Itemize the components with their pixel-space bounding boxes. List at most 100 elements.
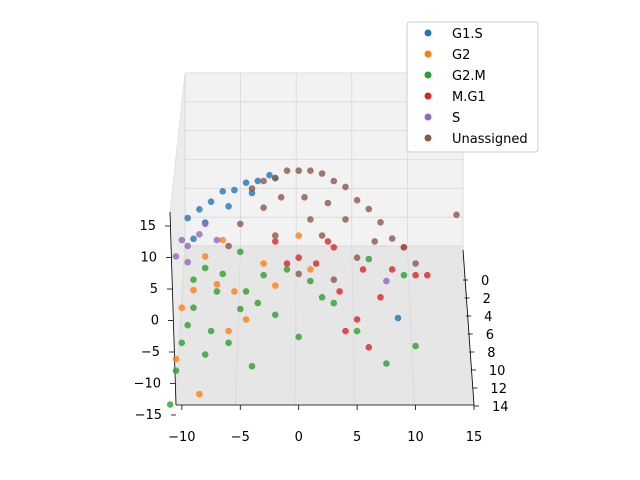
data-point bbox=[388, 235, 396, 242]
x-tick-label: 0 bbox=[295, 430, 303, 445]
z-tick-label: −5 bbox=[141, 345, 160, 360]
data-point bbox=[318, 294, 326, 301]
data-point bbox=[225, 242, 232, 250]
data-point bbox=[248, 185, 256, 192]
z-tick-label: 15 bbox=[139, 219, 156, 234]
data-point bbox=[172, 355, 180, 363]
data-point bbox=[283, 266, 291, 273]
data-point bbox=[178, 236, 186, 244]
data-point bbox=[353, 196, 361, 204]
z-tick-label: −15 bbox=[135, 408, 162, 423]
x-tick-label: 10 bbox=[407, 430, 424, 445]
data-point bbox=[201, 351, 209, 358]
data-point bbox=[301, 194, 308, 201]
data-point bbox=[213, 236, 221, 244]
legend-label: Unassigned bbox=[452, 132, 528, 147]
data-point bbox=[272, 174, 279, 182]
data-point bbox=[330, 244, 338, 251]
legend-marker bbox=[424, 50, 432, 58]
data-point bbox=[353, 316, 361, 323]
data-point bbox=[254, 177, 262, 185]
data-point bbox=[307, 266, 314, 273]
data-point bbox=[324, 238, 332, 245]
data-point bbox=[225, 327, 232, 335]
data-point bbox=[365, 205, 373, 213]
data-point bbox=[318, 170, 326, 177]
data-point bbox=[184, 242, 191, 250]
grid-line bbox=[235, 245, 241, 406]
data-point bbox=[330, 276, 338, 284]
data-point bbox=[272, 311, 279, 319]
data-point bbox=[295, 167, 303, 174]
data-point bbox=[412, 342, 419, 350]
data-point bbox=[190, 286, 197, 294]
x-tick-label: −5 bbox=[231, 430, 250, 445]
data-point bbox=[307, 167, 314, 174]
grid-line bbox=[351, 245, 356, 406]
data-point bbox=[272, 232, 279, 239]
data-point bbox=[400, 271, 408, 279]
data-point bbox=[178, 304, 186, 312]
data-point bbox=[225, 203, 232, 210]
grid-line bbox=[175, 245, 186, 406]
y-axis-line bbox=[462, 249, 475, 406]
data-point bbox=[201, 253, 209, 260]
data-point bbox=[184, 214, 191, 222]
legend-label: G1.S bbox=[452, 27, 483, 42]
data-point bbox=[342, 327, 349, 335]
axis-ticks: −10 −5 0 5 10 15 0 2 4 6 8 10 12 14 −15 −10 −5 0 5 10 15 bbox=[134, 219, 509, 445]
data-point bbox=[318, 232, 326, 239]
y-tick-label: 8 bbox=[487, 346, 495, 361]
data-point bbox=[400, 244, 408, 251]
data-point bbox=[353, 254, 361, 261]
data-point bbox=[383, 360, 390, 367]
data-point bbox=[254, 299, 262, 307]
grid-line bbox=[407, 245, 415, 406]
data-point bbox=[330, 177, 338, 185]
data-point bbox=[237, 248, 244, 256]
data-point bbox=[172, 367, 180, 375]
data-point bbox=[260, 204, 267, 211]
data-point bbox=[272, 238, 279, 245]
data-point bbox=[237, 220, 244, 228]
data-point bbox=[196, 390, 203, 398]
x-tick-label: 5 bbox=[353, 430, 361, 445]
data-point bbox=[172, 253, 180, 260]
data-point bbox=[412, 271, 419, 279]
data-point bbox=[377, 294, 384, 301]
data-point bbox=[277, 194, 285, 201]
data-point bbox=[213, 281, 221, 288]
data-point bbox=[166, 401, 174, 408]
data-point bbox=[219, 270, 226, 278]
legend-label: M.G1 bbox=[452, 90, 486, 105]
x-tick-label: 15 bbox=[466, 430, 483, 445]
data-point bbox=[336, 288, 343, 295]
data-point bbox=[388, 266, 396, 273]
data-point bbox=[272, 282, 279, 289]
y-tick-label: 0 bbox=[481, 274, 489, 289]
data-point bbox=[359, 266, 367, 273]
data-point bbox=[231, 288, 238, 295]
y-tick-label: 2 bbox=[483, 292, 491, 307]
data-point bbox=[371, 238, 379, 245]
data-point bbox=[307, 277, 314, 285]
series-g2 bbox=[172, 232, 314, 398]
legend-frame bbox=[406, 21, 539, 153]
z-tick-label: 10 bbox=[140, 251, 157, 266]
legend-marker bbox=[424, 92, 432, 100]
series-g2-m bbox=[166, 248, 419, 408]
data-point bbox=[353, 327, 361, 335]
data-point bbox=[365, 344, 373, 351]
data-point bbox=[342, 183, 349, 191]
data-point bbox=[295, 333, 303, 341]
data-point bbox=[207, 198, 215, 205]
data-point bbox=[248, 362, 256, 370]
y-tick-label: 10 bbox=[489, 364, 506, 379]
data-point bbox=[207, 327, 215, 335]
data-point bbox=[242, 288, 250, 295]
x-tick-label: −10 bbox=[168, 430, 195, 445]
legend-marker bbox=[424, 113, 432, 121]
data-point bbox=[219, 188, 226, 195]
data-point bbox=[424, 271, 431, 279]
